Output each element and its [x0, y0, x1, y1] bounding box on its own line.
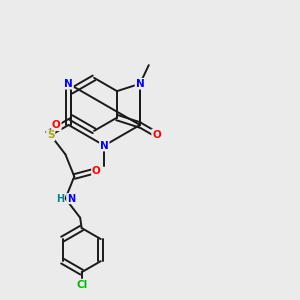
- Text: O: O: [92, 166, 101, 176]
- Text: N: N: [100, 141, 109, 151]
- Text: N: N: [64, 79, 73, 89]
- Text: O: O: [152, 130, 161, 140]
- Text: O: O: [52, 120, 61, 130]
- Text: N: N: [136, 79, 144, 89]
- Text: Cl: Cl: [76, 280, 87, 290]
- Text: H: H: [56, 194, 64, 204]
- Text: N: N: [67, 194, 75, 204]
- Text: S: S: [47, 130, 55, 140]
